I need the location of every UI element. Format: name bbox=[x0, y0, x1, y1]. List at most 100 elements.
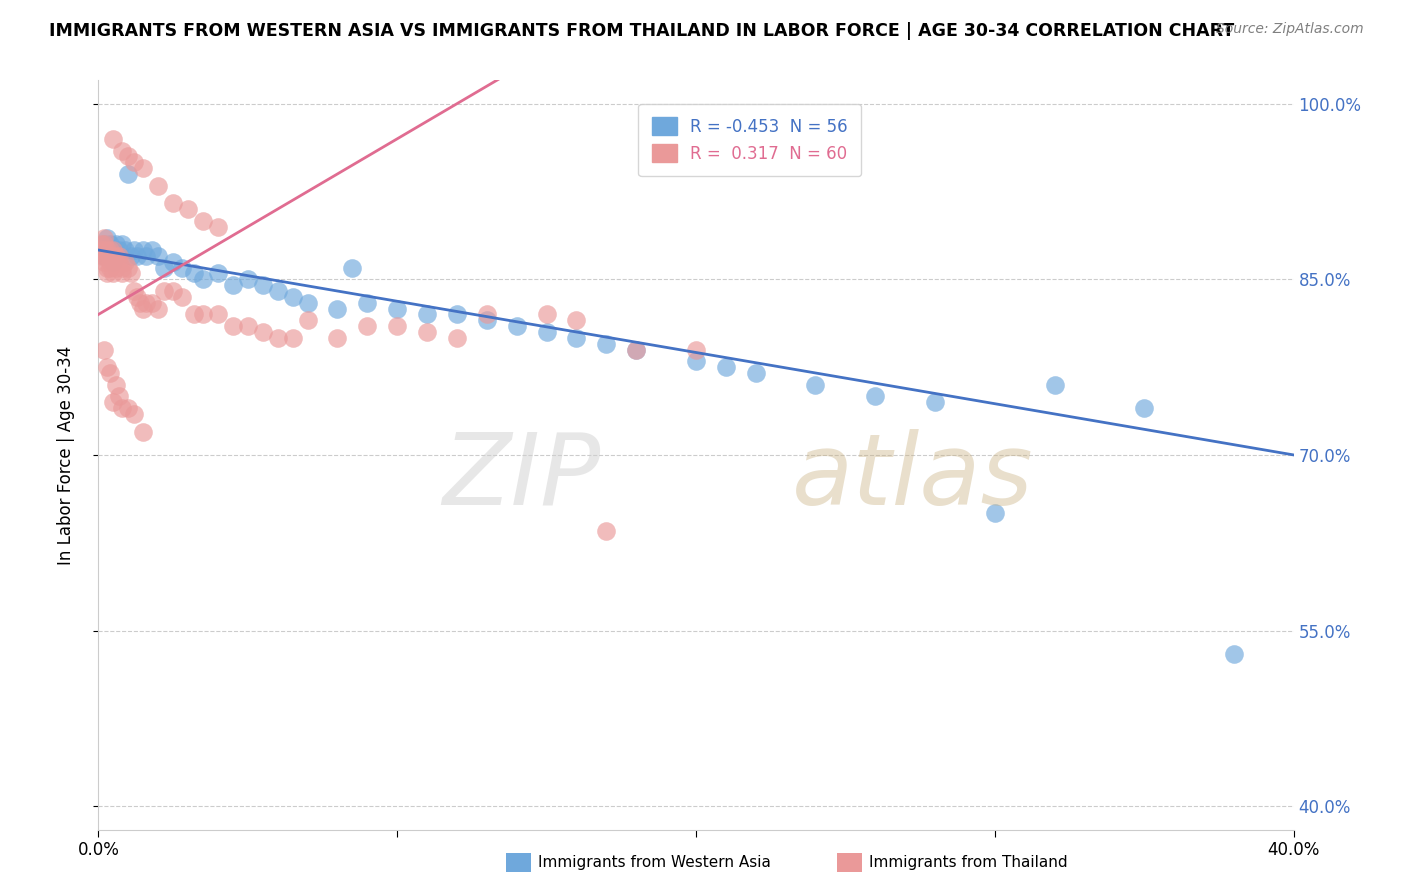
Point bbox=[98, 366, 122, 380]
Text: Immigrants from Thailand: Immigrants from Thailand bbox=[869, 855, 1067, 870]
Point bbox=[96, 267, 118, 281]
Point bbox=[191, 307, 214, 322]
Point bbox=[984, 507, 1007, 521]
Point bbox=[96, 249, 118, 263]
Point bbox=[416, 325, 439, 339]
Point bbox=[124, 407, 146, 421]
Text: IMMIGRANTS FROM WESTERN ASIA VS IMMIGRANTS FROM THAILAND IN LABOR FORCE | AGE 30: IMMIGRANTS FROM WESTERN ASIA VS IMMIGRAN… bbox=[49, 22, 1234, 40]
Point bbox=[865, 389, 887, 403]
Bar bbox=[506, 853, 531, 872]
Point bbox=[236, 319, 259, 334]
Point bbox=[98, 243, 122, 257]
Point bbox=[90, 249, 112, 263]
Point bbox=[326, 301, 349, 316]
Point bbox=[132, 425, 155, 439]
Point bbox=[148, 178, 170, 193]
Point bbox=[98, 249, 122, 263]
Point bbox=[356, 295, 378, 310]
Point bbox=[90, 243, 112, 257]
Y-axis label: In Labor Force | Age 30-34: In Labor Force | Age 30-34 bbox=[56, 345, 75, 565]
Point bbox=[595, 524, 617, 538]
Point bbox=[129, 295, 152, 310]
Point bbox=[141, 243, 163, 257]
Legend: R = -0.453  N = 56, R =  0.317  N = 60: R = -0.453 N = 56, R = 0.317 N = 60 bbox=[638, 103, 860, 176]
Point bbox=[267, 331, 290, 345]
Point bbox=[506, 319, 529, 334]
Point bbox=[105, 249, 128, 263]
Point bbox=[96, 260, 118, 275]
Point bbox=[267, 284, 290, 298]
Point bbox=[342, 260, 364, 275]
Point bbox=[103, 243, 125, 257]
Point bbox=[132, 243, 155, 257]
Point bbox=[132, 301, 155, 316]
Point bbox=[565, 313, 588, 327]
Point bbox=[804, 377, 827, 392]
Point bbox=[93, 249, 115, 263]
Point bbox=[1133, 401, 1156, 416]
Point bbox=[105, 260, 128, 275]
Point bbox=[135, 249, 157, 263]
Point bbox=[685, 354, 707, 368]
Point bbox=[108, 254, 131, 268]
Point bbox=[536, 325, 558, 339]
Point bbox=[685, 343, 707, 357]
Point bbox=[446, 331, 468, 345]
Point bbox=[124, 243, 146, 257]
Point bbox=[111, 144, 134, 158]
Point bbox=[105, 237, 128, 252]
Point bbox=[127, 249, 149, 263]
Point bbox=[183, 267, 205, 281]
Point bbox=[105, 254, 128, 268]
Point bbox=[281, 331, 304, 345]
Point bbox=[326, 331, 349, 345]
Point bbox=[141, 295, 163, 310]
Point bbox=[105, 377, 128, 392]
Point bbox=[120, 249, 142, 263]
Point bbox=[207, 307, 229, 322]
Point bbox=[162, 284, 184, 298]
Point bbox=[124, 155, 146, 169]
Point bbox=[416, 307, 439, 322]
Point bbox=[281, 290, 304, 304]
Point bbox=[222, 278, 245, 293]
Point bbox=[98, 260, 122, 275]
Point bbox=[148, 301, 170, 316]
Point bbox=[385, 301, 409, 316]
Point bbox=[103, 395, 125, 409]
Point bbox=[103, 243, 125, 257]
Point bbox=[236, 272, 259, 286]
Point bbox=[103, 254, 125, 268]
Point bbox=[356, 319, 378, 334]
Point bbox=[120, 267, 142, 281]
Point bbox=[93, 343, 115, 357]
Point bbox=[183, 307, 205, 322]
Point bbox=[207, 267, 229, 281]
Point bbox=[1043, 377, 1066, 392]
Point bbox=[191, 213, 214, 227]
Point bbox=[135, 295, 157, 310]
Point bbox=[162, 254, 184, 268]
Point bbox=[93, 254, 115, 268]
Point bbox=[714, 360, 737, 375]
Point bbox=[252, 325, 274, 339]
Point bbox=[153, 260, 176, 275]
Point bbox=[153, 284, 176, 298]
Point bbox=[103, 254, 125, 268]
Point bbox=[475, 307, 498, 322]
Point bbox=[108, 249, 131, 263]
Point bbox=[172, 290, 194, 304]
Point bbox=[148, 249, 170, 263]
Point bbox=[177, 202, 200, 216]
Point bbox=[96, 243, 118, 257]
Point bbox=[114, 254, 136, 268]
Point bbox=[93, 249, 115, 263]
Point bbox=[96, 243, 118, 257]
Text: Immigrants from Western Asia: Immigrants from Western Asia bbox=[538, 855, 772, 870]
Point bbox=[111, 267, 134, 281]
Point bbox=[93, 237, 115, 252]
Point bbox=[90, 237, 112, 252]
Point bbox=[127, 290, 149, 304]
Point bbox=[565, 331, 588, 345]
Point bbox=[93, 231, 115, 245]
